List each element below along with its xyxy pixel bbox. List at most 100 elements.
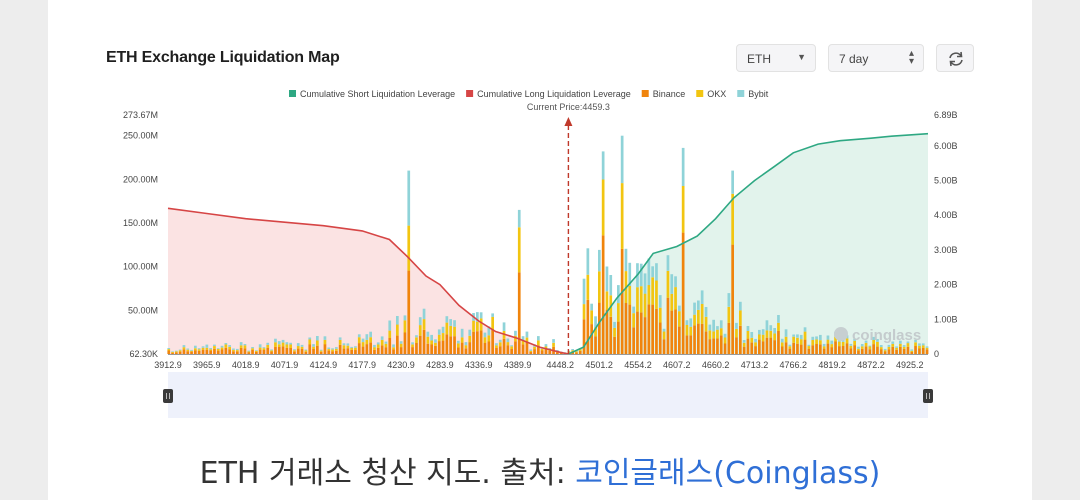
bybit-bar	[681, 147, 685, 186]
x-tick-label: 4230.9	[387, 360, 415, 370]
binance-bar	[175, 352, 178, 354]
okx-bar	[380, 339, 384, 346]
bybit-bar	[369, 331, 372, 338]
bybit-bar	[552, 339, 555, 343]
okx-bar	[232, 349, 235, 352]
okx-bar	[838, 341, 841, 347]
binance-bar	[304, 351, 308, 354]
slider-handle-right[interactable]	[923, 389, 933, 403]
binance-bar	[575, 352, 578, 354]
okx-bar	[796, 337, 799, 344]
bybit-bar	[910, 349, 914, 351]
bybit-bar	[769, 325, 773, 331]
bybit-bar	[674, 276, 677, 288]
okx-bar	[251, 348, 254, 350]
binance-bar	[895, 349, 898, 354]
y-right-tick-label: 6.00B	[934, 141, 958, 151]
binance-bar	[236, 351, 239, 354]
okx-bar	[487, 335, 491, 342]
okx-bar	[777, 322, 780, 331]
coin-select[interactable]: ETH ▼	[736, 44, 816, 72]
binance-bar	[609, 316, 613, 354]
binance-bar	[197, 350, 201, 354]
okx-bar	[308, 339, 312, 345]
bybit-bar	[350, 346, 353, 349]
bybit-bar	[205, 344, 209, 348]
bybit-bar	[628, 262, 632, 286]
y-left-tick-label: 100.00M	[123, 262, 158, 272]
caption-source-link[interactable]: 코인글래스(Coinglass)	[575, 456, 881, 491]
bybit-bar	[735, 322, 738, 329]
watermark: coinglass	[834, 327, 921, 344]
bybit-bar	[758, 329, 761, 335]
y-left-tick-label: 250.00M	[123, 131, 158, 141]
x-tick-label: 4448.2	[547, 360, 575, 370]
binance-bar	[628, 304, 632, 354]
bybit-bar	[811, 336, 815, 340]
okx-bar	[491, 316, 494, 330]
bybit-bar	[171, 351, 174, 352]
binance-bar	[220, 349, 224, 354]
binance-bar	[834, 341, 837, 354]
binance-bar	[407, 270, 411, 354]
bybit-bar	[403, 315, 407, 321]
y-right-tick-label: 3.00B	[934, 245, 958, 255]
okx-bar	[876, 341, 879, 347]
binance-bar	[662, 339, 666, 354]
bybit-bar	[693, 302, 696, 315]
binance-bar	[803, 339, 807, 354]
range-select-value: 7 day	[839, 52, 869, 66]
okx-bar	[399, 343, 403, 348]
binance-bar	[731, 244, 734, 354]
bybit-bar	[239, 342, 243, 346]
okx-bar	[338, 339, 342, 345]
bybit-bar	[891, 341, 895, 344]
bybit-bar	[430, 334, 433, 341]
okx-bar	[906, 343, 910, 347]
okx-bar	[175, 351, 178, 353]
okx-bar	[384, 343, 388, 348]
bybit-bar	[521, 336, 525, 341]
bybit-bar	[872, 336, 875, 340]
binance-bar	[537, 345, 540, 354]
bybit-bar	[651, 266, 654, 278]
okx-bar	[811, 340, 815, 346]
bybit-bar	[449, 319, 452, 326]
binance-bar	[434, 346, 437, 354]
binance-bar	[864, 346, 868, 354]
bybit-bar	[921, 343, 925, 346]
binance-bar	[373, 349, 376, 354]
okx-bar	[197, 349, 201, 351]
binance-bar	[918, 348, 921, 354]
slider-handle-left[interactable]	[163, 389, 173, 403]
zoom-slider[interactable]	[168, 372, 928, 418]
refresh-button[interactable]	[936, 44, 974, 72]
bybit-bar	[323, 336, 327, 340]
bybit-bar	[426, 331, 430, 337]
bybit-bar	[392, 344, 395, 348]
okx-bar	[247, 351, 251, 353]
okx-bar	[761, 334, 765, 342]
binance-bar	[830, 347, 834, 354]
binance-bar	[464, 348, 468, 354]
binance-bar	[887, 349, 891, 354]
updown-icon: ▴ ▾	[908, 48, 914, 67]
bybit-bar	[468, 329, 472, 336]
bybit-bar	[902, 345, 906, 347]
binance-bar	[483, 343, 487, 354]
bybit-bar	[617, 285, 620, 304]
binance-bar	[190, 351, 193, 354]
okx-bar	[780, 342, 784, 347]
bybit-bar	[514, 330, 517, 336]
bybit-bar	[399, 341, 403, 344]
bybit-bar	[464, 342, 468, 346]
okx-bar	[346, 345, 350, 349]
y-left-tick-label: 150.00M	[123, 218, 158, 228]
binance-bar	[784, 342, 788, 354]
binance-bar	[300, 348, 304, 354]
okx-bar	[662, 331, 666, 340]
range-select[interactable]: 7 day ▴ ▾	[828, 44, 924, 72]
binance-bar	[171, 352, 174, 354]
binance-bar	[186, 351, 190, 354]
binance-bar	[376, 347, 380, 354]
